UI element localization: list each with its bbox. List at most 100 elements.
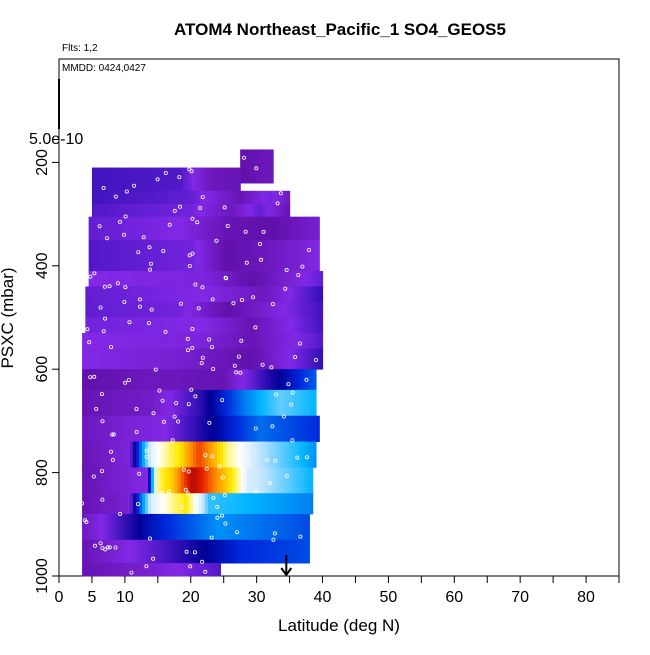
heatmap-cell [238,270,243,287]
heatmap-cell [182,167,187,192]
heatmap-cell [157,190,162,205]
sample-point [141,235,146,240]
heatmap-cell [225,467,230,494]
heatmap-cell [220,203,225,218]
heatmap-cell [118,239,123,272]
heatmap-cell [127,270,132,287]
heatmap-cell [120,539,125,564]
heatmap-cell [243,389,248,417]
heatmap-cell [121,203,126,218]
heatmap-cell [180,493,185,515]
heatmap-cell [294,539,298,564]
heatmap-cell [276,513,281,541]
heatmap-cell [169,369,173,391]
heatmap-cell [108,513,113,541]
heatmap-cell [240,513,245,541]
heatmap-cell [295,239,299,272]
heatmap-cell [190,333,194,349]
heatmap-cell [304,301,309,318]
heatmap-cell [157,270,162,287]
heatmap-cell [297,467,302,494]
heatmap-cell [136,286,140,303]
heatmap-cell [273,389,278,417]
heatmap-cell [178,270,183,287]
heatmap-cell [184,348,188,370]
heatmap-cell [150,467,155,494]
heatmap-cell [274,270,279,287]
heatmap-cell [304,415,308,442]
heatmap-cell [169,333,173,349]
sample-point [137,304,142,309]
heatmap-cell [280,348,285,370]
heatmap-cell [103,415,107,442]
heatmap-cell [94,369,98,391]
sample-point [204,466,209,471]
heatmap-cell [175,348,179,370]
heatmap-cell [91,216,96,241]
heatmap-cell [174,467,179,494]
heatmap-cell [115,270,120,287]
heatmap-cell [214,317,219,334]
heatmap-cell [267,513,272,541]
heatmap-cell [103,239,108,272]
heatmap-cell [148,216,153,241]
heatmap-cell [133,348,137,370]
heatmap-cell [133,441,137,468]
heatmap-cell [145,348,149,370]
heatmap-cell [127,216,132,241]
heatmap-cell [304,239,308,272]
heatmap-cell [85,333,89,349]
heatmap-cell [205,239,210,272]
sample-point [189,387,194,392]
heatmap-cell [160,190,165,205]
heatmap-cell [141,539,146,564]
heatmap-cell [265,239,269,272]
sample-point [283,286,288,291]
heatmap-cell [142,348,146,370]
heatmap-cell [187,441,191,468]
heatmap-cell [225,389,230,417]
sample-point [270,302,275,307]
heatmap-cell [277,190,282,205]
heatmap-cell [253,301,258,318]
sample-point [264,457,269,462]
heatmap-cell [106,286,110,303]
heatmap-cell [273,467,278,494]
sample-point [85,327,90,332]
heatmap-cell [127,333,131,349]
heatmap-cell [259,301,264,318]
heatmap-cell [109,317,113,334]
heatmap-cell [271,333,276,349]
heatmap-cell [259,348,264,370]
heatmap-cell [259,239,263,272]
heatmap-cell [142,415,146,442]
heatmap-cell [232,286,237,303]
heatmap-cell [169,348,173,370]
heatmap-cell [205,317,210,334]
heatmap-cell [116,167,120,192]
heatmap-cell [117,467,122,494]
heatmap-cell [268,348,273,370]
heatmap-cell [208,203,213,218]
heatmap-cell [277,301,282,318]
heatmap-cell [121,369,125,391]
heatmap-cell [286,348,291,370]
heatmap-cell [151,286,155,303]
heatmap-cell [148,415,152,442]
heatmap-cell [232,317,237,334]
heatmap-cell [193,369,197,391]
heatmap-cell [226,333,230,349]
heatmap-cell [220,216,224,241]
heatmap-cell [220,190,225,205]
heatmap-cell [226,286,231,303]
heatmap-cell [82,333,86,349]
heatmap-cell [91,441,95,468]
sample-point [123,214,128,219]
heatmap-cell [198,513,203,541]
heatmap-cell [211,216,216,241]
sample-point [92,271,97,276]
heatmap-cell [157,239,162,272]
heatmap-cell [139,286,143,303]
heatmap-cell [154,369,158,391]
heatmap-cell [274,348,279,370]
